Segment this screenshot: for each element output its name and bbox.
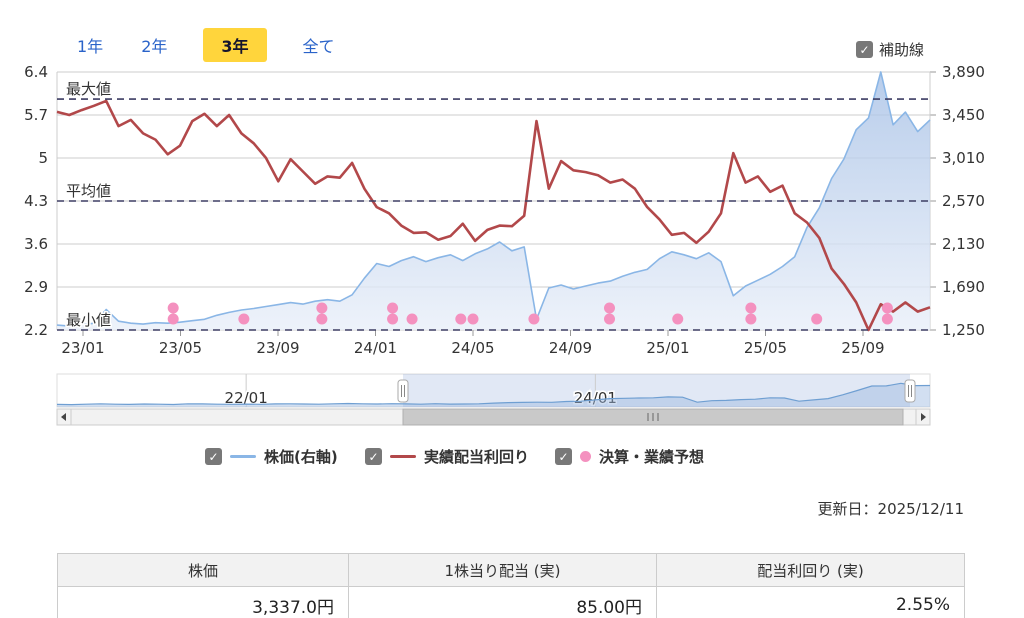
checkbox-checked-icon[interactable]: ✓	[365, 448, 382, 465]
tab-all[interactable]: 全て	[302, 37, 335, 56]
navigator-handle-right[interactable]	[904, 379, 916, 403]
price-series-area	[57, 72, 930, 330]
event-dot[interactable]	[167, 313, 179, 325]
y-axis-right-tick-label: 3,890	[942, 63, 985, 81]
event-dot[interactable]	[811, 313, 823, 325]
event-dot[interactable]	[406, 313, 418, 325]
tab-2year[interactable]: 2年	[141, 37, 168, 56]
table-value-row: 3,337.0円 85.00円 2.55%	[57, 586, 965, 618]
navigator-series-line	[56, 382, 931, 406]
navigator-date-label: 24/01	[574, 389, 617, 407]
yield-line-swatch	[390, 455, 416, 458]
y-axis-right-tick-label: 1,250	[942, 321, 985, 339]
y-axis-right-tick-label: 2,130	[942, 235, 985, 253]
header-yield: 配当利回り (実)	[656, 553, 965, 587]
x-axis-tick-label: 24/05	[451, 339, 494, 357]
x-axis-tick-label: 25/05	[744, 339, 787, 357]
y-axis-left-tick-label: 4.3	[24, 192, 48, 210]
navigator-track[interactable]	[56, 373, 931, 408]
x-axis-tick-label: 23/01	[61, 339, 104, 357]
price-yield-chart[interactable]: 6.4 3,890 5.7 3,450 5 3,010 4.3 2,570 3.6 2,130 2.…	[0, 0, 1024, 435]
y-axis-right-tick-label: 1,690	[942, 278, 985, 296]
tab-3year-selected[interactable]: 3年	[203, 28, 267, 62]
legend-item-price[interactable]: ✓ 株価(右軸)	[205, 446, 338, 467]
y-axis-left-tick-label: 2.2	[24, 321, 48, 339]
y-axis-left-tick-label: 5.7	[24, 106, 48, 124]
checkbox-checked-icon[interactable]: ✓	[205, 448, 222, 465]
y-axis-left-tick-label: 3.6	[24, 235, 48, 253]
period-tabs: 1年 2年 3年 全て	[75, 28, 337, 62]
reference-line-label: 最小値	[66, 311, 111, 329]
navigator-date-label: 22/01	[225, 389, 268, 407]
x-axis-tick-label: 24/09	[549, 339, 592, 357]
event-dot[interactable]	[455, 313, 467, 325]
y-axis-left-tick-label: 5	[38, 149, 48, 167]
event-dot[interactable]	[238, 313, 250, 325]
event-dot[interactable]	[316, 302, 328, 314]
price-line-swatch	[230, 455, 256, 458]
checkbox-checked-icon[interactable]: ✓	[555, 448, 572, 465]
checkbox-checked-icon[interactable]: ✓	[856, 41, 873, 58]
event-dot[interactable]	[467, 313, 479, 325]
y-axis-left-tick-label: 2.9	[24, 278, 48, 296]
value-dividend: 85.00円	[348, 586, 657, 618]
event-dot[interactable]	[745, 313, 757, 325]
event-dot[interactable]	[387, 302, 399, 314]
y-axis-left-tick-label: 6.4	[24, 63, 48, 81]
event-dot[interactable]	[316, 313, 328, 325]
tab-1year[interactable]: 1年	[77, 37, 104, 56]
x-axis-tick-label: 24/01	[354, 339, 397, 357]
reference-line-label: 最大値	[66, 80, 111, 98]
header-price: 株価	[57, 553, 349, 587]
quote-table: 株価 1株当り配当 (実) 配当利回り (実) 3,337.0円 85.00円 …	[57, 553, 965, 618]
event-dot[interactable]	[167, 302, 179, 314]
event-dot[interactable]	[604, 302, 615, 314]
legend-item-yield[interactable]: ✓ 実績配当利回り	[365, 446, 529, 467]
x-axis-tick-label: 25/01	[646, 339, 689, 357]
legend-label-yield: 実績配当利回り	[424, 448, 530, 466]
x-axis-tick-label: 23/09	[256, 339, 299, 357]
event-dot[interactable]	[881, 313, 893, 325]
aux-line-label: 補助線	[879, 41, 925, 59]
table-header-row: 株価 1株当り配当 (実) 配当利回り (実)	[57, 553, 965, 587]
navigator-handle-left[interactable]	[397, 379, 409, 403]
event-dot[interactable]	[604, 313, 615, 325]
update-date: 更新日：2025/12/11	[817, 500, 964, 518]
navigator-selected-range[interactable]	[403, 374, 910, 407]
aux-line-toggle[interactable]: ✓ 補助線	[856, 39, 924, 60]
reference-line-label: 平均値	[66, 182, 111, 200]
yield-series-line	[56, 99, 931, 332]
x-axis-tick-label: 23/05	[159, 339, 202, 357]
legend-item-events[interactable]: ✓ 決算・業績予想	[555, 446, 704, 467]
event-dot[interactable]	[672, 313, 684, 325]
y-axis-right-tick-label: 3,010	[942, 149, 985, 167]
event-dot[interactable]	[387, 313, 399, 325]
legend-label-events: 決算・業績予想	[599, 448, 705, 466]
price-series-line	[56, 71, 931, 327]
event-dot[interactable]	[881, 302, 893, 314]
legend-label-price: 株価(右軸)	[264, 448, 338, 466]
scroll-right-arrow-icon[interactable]	[921, 413, 926, 421]
value-yield: 2.55%	[656, 586, 965, 618]
event-dot[interactable]	[745, 302, 757, 314]
y-axis-right-tick-label: 3,450	[942, 106, 985, 124]
y-axis-right-tick-label: 2,570	[942, 192, 985, 210]
value-price: 3,337.0円	[57, 586, 349, 618]
scroll-left-arrow-icon[interactable]	[61, 413, 66, 421]
event-dot[interactable]	[528, 313, 540, 325]
event-dot-swatch	[580, 451, 591, 462]
x-axis-tick-label: 25/09	[841, 339, 884, 357]
header-dividend: 1株当り配当 (実)	[348, 553, 657, 587]
